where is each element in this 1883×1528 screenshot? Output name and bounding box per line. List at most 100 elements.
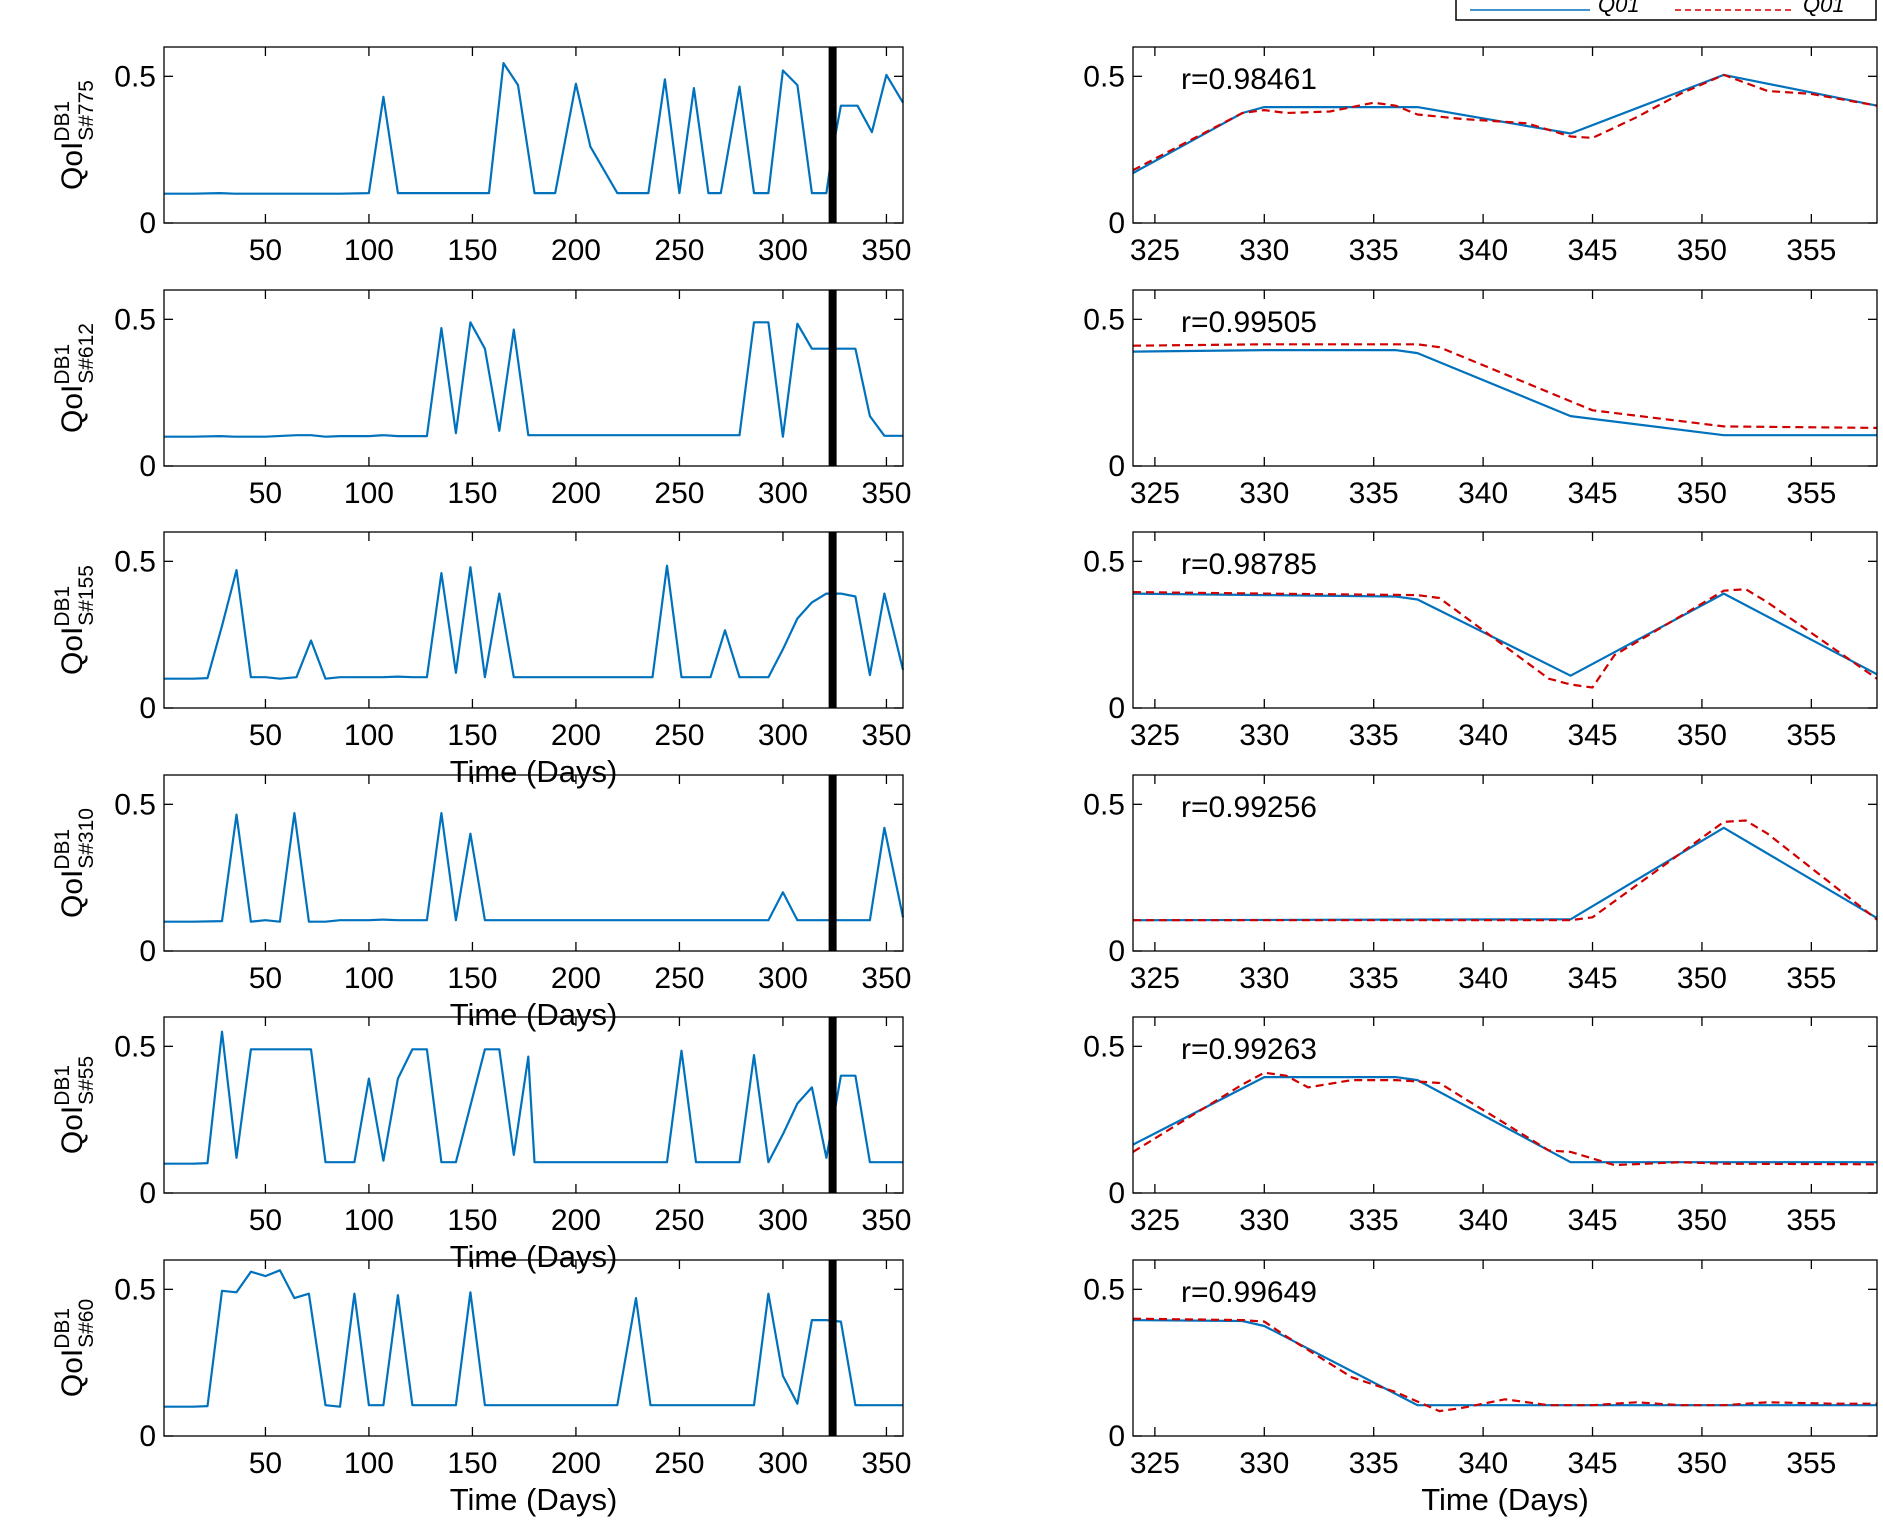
x-tick-label: 330 bbox=[1239, 477, 1289, 510]
y-tick-label: 0.5 bbox=[114, 303, 156, 336]
legend-label-1: Q01 bbox=[1598, 0, 1640, 17]
x-tick-label: 300 bbox=[758, 234, 808, 267]
legend-frame bbox=[1455, 0, 1877, 21]
x-tick-label: 100 bbox=[344, 719, 394, 752]
y-axis-label-main: QoI bbox=[56, 385, 89, 433]
y-axis-label-subscript: S#775 bbox=[75, 80, 98, 141]
panel-right-1: 325 330 335 340 345 350 355 0 0.5 r=0.98461 bbox=[1083, 46, 1878, 267]
panel-left-3: 50 100 150 200 250 300 350 0 0.5 QoIDB1S#155 Time … bbox=[51, 531, 911, 789]
axes-frame bbox=[163, 1259, 904, 1437]
y-tick-label: 0 bbox=[1108, 207, 1125, 240]
series-line-actual bbox=[1132, 1319, 1877, 1407]
y-tick-label: 0.5 bbox=[114, 1030, 156, 1063]
x-tick-label: 350 bbox=[861, 962, 911, 995]
legend-box: Q01 Q01 bbox=[1455, 0, 1877, 21]
series-line-actual bbox=[1132, 826, 1878, 922]
x-tick-label: 330 bbox=[1239, 1204, 1289, 1237]
y-tick-label: 0.5 bbox=[1083, 545, 1125, 578]
y-axis-label: QoIDB1S#155 bbox=[51, 565, 98, 675]
x-tick-label: 50 bbox=[249, 1204, 282, 1237]
axes-frame bbox=[163, 774, 904, 952]
x-tick-label: 150 bbox=[447, 719, 497, 752]
series-line-actual bbox=[164, 1030, 903, 1165]
y-tick-label: 0.5 bbox=[114, 788, 156, 821]
x-tick-label: 330 bbox=[1239, 962, 1289, 995]
x-tick-label: 150 bbox=[447, 1204, 497, 1237]
x-tick-label: 345 bbox=[1567, 1447, 1617, 1480]
panel-right-5: 325 330 335 340 345 350 355 0 0.5 r=0.99263 bbox=[1083, 1016, 1878, 1237]
y-tick-label: 0 bbox=[139, 450, 156, 483]
y-axis-label-superscript: DB1 bbox=[51, 101, 74, 142]
series-line-predicted bbox=[1132, 343, 1878, 429]
y-tick-label: 0.5 bbox=[114, 60, 156, 93]
x-tick-label: 345 bbox=[1567, 234, 1617, 267]
correlation-annotation: r=0.98461 bbox=[1181, 63, 1317, 96]
x-tick-label: 250 bbox=[654, 1204, 704, 1237]
x-tick-label: 300 bbox=[758, 1204, 808, 1237]
y-axis-label-superscript: DB1 bbox=[51, 829, 74, 870]
y-axis-label: QoIDB1S#55 bbox=[51, 1056, 98, 1154]
axes-frame bbox=[1132, 1016, 1878, 1194]
x-tick-label: 335 bbox=[1349, 962, 1399, 995]
y-tick-label: 0 bbox=[1108, 692, 1125, 725]
panel-right-3: 325 330 335 340 345 350 355 0 0.5 r=0.98785 bbox=[1083, 531, 1878, 752]
x-tick-label: 350 bbox=[1677, 719, 1727, 752]
x-tick-label: 250 bbox=[654, 719, 704, 752]
x-tick-label: 350 bbox=[1677, 234, 1727, 267]
x-tick-label: 340 bbox=[1458, 719, 1508, 752]
x-tick-label: 335 bbox=[1349, 1447, 1399, 1480]
x-tick-label: 345 bbox=[1567, 1204, 1617, 1237]
axes-frame bbox=[163, 1016, 904, 1194]
y-axis-label-superscript: DB1 bbox=[51, 1308, 74, 1349]
x-axis-label: Time (Days) bbox=[450, 754, 618, 789]
series-line-actual bbox=[164, 61, 904, 195]
panel-left-1: 50 100 150 200 250 300 350 0 0.5 QoIDB1S#775 bbox=[51, 46, 911, 267]
x-tick-label: 100 bbox=[344, 234, 394, 267]
y-tick-label: 0.5 bbox=[1083, 1273, 1125, 1306]
x-tick-label: 50 bbox=[249, 234, 282, 267]
x-tick-label: 330 bbox=[1239, 719, 1289, 752]
x-tick-label: 350 bbox=[1677, 962, 1727, 995]
panel-left-4: 50 100 150 200 250 300 350 0 0.5 QoIDB1S#310 Time … bbox=[51, 774, 911, 1032]
y-axis-label-main: QoI bbox=[56, 1106, 89, 1154]
x-tick-label: 345 bbox=[1567, 477, 1617, 510]
x-tick-label: 325 bbox=[1130, 477, 1180, 510]
x-tick-label: 340 bbox=[1458, 1447, 1508, 1480]
x-tick-label: 200 bbox=[551, 719, 601, 752]
x-tick-label: 340 bbox=[1458, 962, 1508, 995]
panel-right-4: 325 330 335 340 345 350 355 0 0.5 r=0.99256 bbox=[1083, 774, 1878, 995]
x-tick-label: 350 bbox=[861, 1447, 911, 1480]
x-tick-label: 350 bbox=[1677, 477, 1727, 510]
x-tick-label: 100 bbox=[344, 477, 394, 510]
panel-left-5: 50 100 150 200 250 300 350 0 0.5 QoIDB1S#55 Time (… bbox=[51, 1016, 911, 1274]
x-tick-label: 150 bbox=[447, 1447, 497, 1480]
axes-frame bbox=[163, 46, 904, 224]
y-tick-label: 0 bbox=[139, 935, 156, 968]
x-tick-label: 325 bbox=[1130, 234, 1180, 267]
x-tick-label: 325 bbox=[1130, 719, 1180, 752]
axes-frame bbox=[1132, 531, 1878, 709]
x-tick-label: 50 bbox=[249, 1447, 282, 1480]
y-axis-label: QoIDB1S#775 bbox=[51, 80, 98, 190]
y-axis-label-main: QoI bbox=[56, 1349, 89, 1397]
y-tick-label: 0 bbox=[139, 207, 156, 240]
x-axis-label: Time (Days) bbox=[1421, 1482, 1589, 1517]
y-tick-label: 0 bbox=[139, 1420, 156, 1453]
x-tick-label: 335 bbox=[1349, 1204, 1399, 1237]
x-tick-label: 200 bbox=[551, 477, 601, 510]
y-axis-label-main: QoI bbox=[56, 627, 89, 675]
y-tick-label: 0 bbox=[1108, 1420, 1125, 1453]
y-axis-label-main: QoI bbox=[56, 142, 89, 190]
panel-left-6: 50 100 150 200 250 300 350 0 0.5 QoIDB1S#60 Time (… bbox=[51, 1259, 911, 1517]
x-tick-label: 100 bbox=[344, 1447, 394, 1480]
y-axis-label-superscript: DB1 bbox=[51, 586, 74, 627]
axes-frame bbox=[1132, 774, 1878, 952]
x-tick-label: 355 bbox=[1786, 719, 1836, 752]
x-tick-label: 300 bbox=[758, 1447, 808, 1480]
series-line-actual bbox=[164, 811, 905, 923]
axes-frame bbox=[163, 289, 904, 467]
series-line-predicted bbox=[1132, 1071, 1878, 1167]
y-axis-label-superscript: DB1 bbox=[51, 344, 74, 385]
series-line-actual bbox=[164, 564, 905, 680]
